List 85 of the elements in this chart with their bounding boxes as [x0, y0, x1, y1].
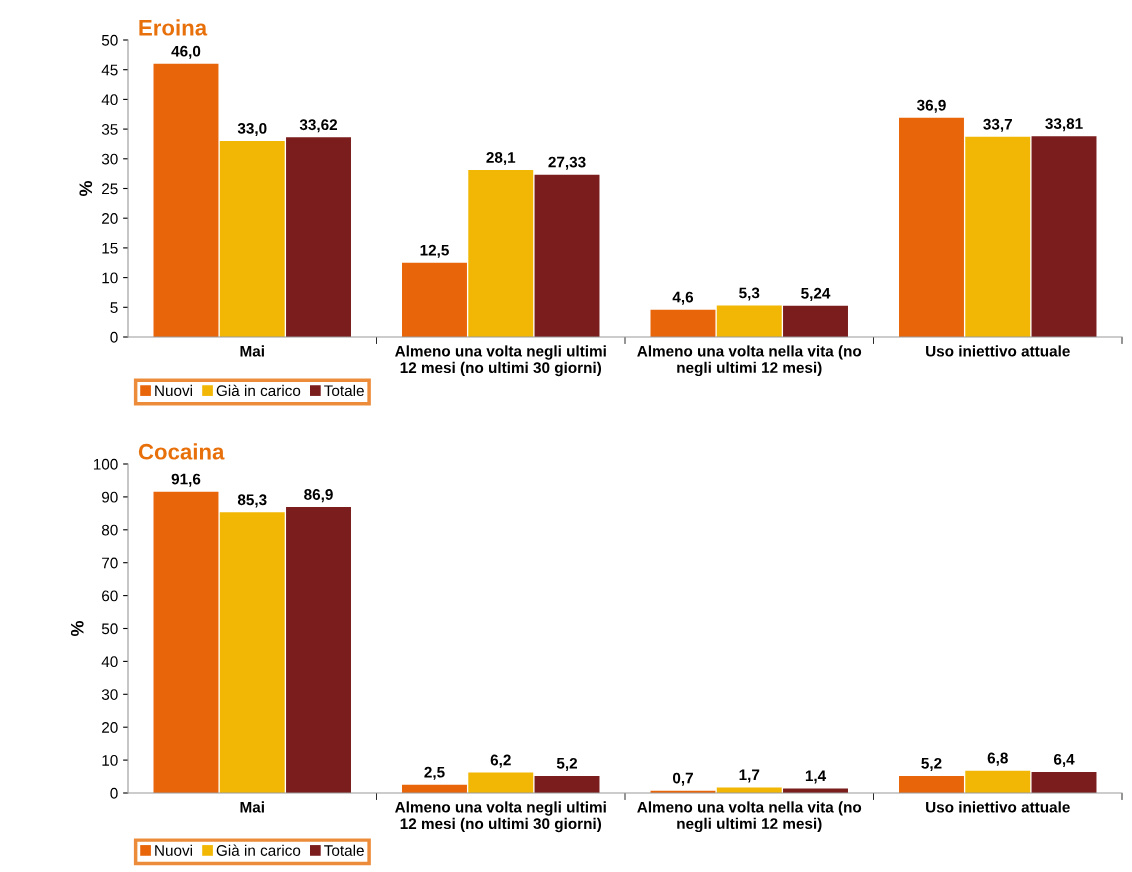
data-label: 2,5	[424, 766, 445, 780]
y-axis-title: %	[79, 180, 93, 197]
y-tick-label: 80	[101, 524, 118, 536]
chart-title: Eroina	[139, 19, 208, 36]
bar	[965, 770, 1031, 793]
y-tick-label: 0	[110, 331, 118, 343]
data-label: 33,7	[983, 118, 1012, 132]
x-tick-label: Almeno una volta nella vita (no negli ultimi 12 mesi)	[637, 345, 862, 377]
bar	[716, 787, 782, 793]
y-tick-label: 50	[101, 623, 118, 635]
bar	[219, 512, 285, 793]
x-tick-label: Almeno una volta negli ultimi 12 mesi (no ultimi 30 giorni)	[395, 801, 606, 833]
data-label: 4,6	[672, 291, 694, 305]
y-tick-label: 5	[110, 302, 118, 313]
data-label: 6,4	[1053, 753, 1075, 767]
bar	[1031, 136, 1097, 337]
data-label: 1,7	[739, 769, 760, 783]
y-tick-label: 45	[101, 64, 118, 76]
y-tick-label: 100	[93, 458, 118, 470]
data-label: 33,0	[237, 122, 267, 137]
y-tick-label: 20	[102, 213, 118, 224]
bar	[899, 775, 964, 793]
bar	[468, 170, 534, 337]
data-label: 5,3	[739, 287, 760, 301]
data-label: 5,2	[921, 757, 942, 771]
y-tick-label: 0	[110, 787, 118, 799]
x-tick-label: Uso iniettivo attuale	[926, 801, 1070, 813]
x-tick-label: Mai	[240, 801, 264, 813]
legend-label: Già in carico	[216, 844, 301, 856]
y-tick-label: 10	[102, 272, 118, 284]
bar	[219, 140, 285, 337]
y-tick-label: 35	[101, 123, 118, 135]
x-tick-label: Almeno una volta negli ultimi 12 mesi (no ultimi 30 giorni)	[395, 345, 606, 377]
legend-label: Nuovi	[155, 844, 192, 856]
y-tick-label: 30	[101, 153, 118, 165]
chart-title: Cocaina	[138, 443, 225, 460]
data-label: 36,9	[916, 99, 946, 113]
data-label: 91,6	[171, 473, 201, 487]
bar	[965, 136, 1031, 337]
y-tick-label: 60	[102, 590, 118, 602]
data-label: 46,0	[171, 45, 201, 59]
y-tick-label: 50	[101, 34, 118, 46]
bar	[716, 305, 782, 337]
legend-label: Totale	[324, 384, 364, 397]
data-label: 33,62	[299, 119, 338, 133]
y-tick-label: 40	[101, 94, 118, 106]
legend-label: Totale	[324, 844, 364, 856]
bar	[899, 117, 964, 337]
x-tick-label: Mai	[240, 345, 264, 357]
bar	[650, 309, 716, 337]
legend-label: Nuovi	[155, 384, 192, 397]
data-label: 28,1	[486, 152, 516, 166]
y-tick-label: 10	[102, 754, 118, 766]
y-axis-title: %	[70, 620, 84, 637]
data-label: 1,4	[805, 770, 827, 784]
data-label: 12,5	[420, 244, 449, 258]
y-tick-label: 25	[102, 183, 118, 195]
bar	[286, 137, 351, 337]
bar	[534, 775, 600, 793]
y-tick-label: 20	[102, 722, 118, 733]
data-label: 6,2	[490, 754, 511, 768]
y-tick-label: 70	[102, 557, 118, 569]
data-label: 6,8	[987, 752, 1008, 766]
bar	[153, 491, 219, 793]
data-label: 0,7	[672, 772, 693, 786]
data-label: 5,24	[801, 287, 831, 301]
y-tick-label: 40	[101, 656, 118, 668]
data-label: 85,3	[237, 494, 267, 508]
data-label: 27,33	[548, 156, 586, 170]
bar	[286, 507, 351, 793]
data-label: 33,81	[1045, 118, 1083, 132]
y-tick-label: 30	[101, 689, 118, 700]
y-tick-label: 90	[102, 491, 118, 503]
bar	[468, 772, 534, 793]
bar	[534, 174, 600, 337]
bar	[402, 262, 467, 337]
legend-label: Già in carico	[216, 384, 301, 397]
bar	[1031, 771, 1097, 793]
data-label: 5,2	[556, 757, 578, 771]
bar	[153, 63, 219, 337]
y-tick-label: 15	[102, 242, 118, 254]
data-label: 86,9	[304, 489, 333, 503]
x-tick-label: Almeno una volta nella vita (no negli ultimi 12 mesi)	[637, 801, 862, 833]
x-tick-label: Uso iniettivo attuale	[926, 345, 1070, 357]
bar	[783, 305, 848, 337]
